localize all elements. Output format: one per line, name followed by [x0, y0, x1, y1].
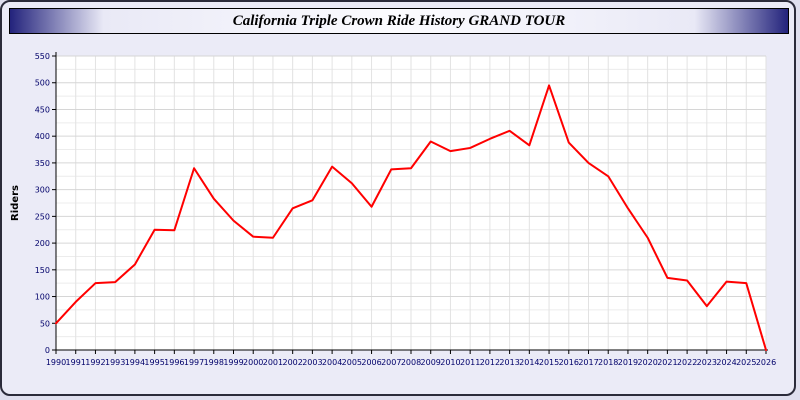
svg-text:1990: 1990 — [46, 358, 66, 367]
svg-text:400: 400 — [35, 132, 50, 141]
chart-area: 0 50 100 150 200 250 300 350 400 450 500 550 1990 199… — [4, 38, 794, 394]
svg-text:300: 300 — [35, 186, 50, 195]
svg-text:1997: 1997 — [184, 358, 204, 367]
svg-text:1994: 1994 — [125, 358, 145, 367]
svg-text:1996: 1996 — [164, 358, 184, 367]
page-title: California Triple Crown Ride History GRA… — [232, 12, 566, 29]
svg-text:2025: 2025 — [736, 358, 756, 367]
svg-text:2005: 2005 — [342, 358, 362, 367]
svg-text:350: 350 — [35, 159, 50, 168]
svg-text:1993: 1993 — [105, 358, 125, 367]
svg-text:250: 250 — [35, 212, 50, 221]
svg-text:1992: 1992 — [85, 358, 105, 367]
svg-text:2026: 2026 — [756, 358, 776, 367]
svg-text:2006: 2006 — [361, 358, 381, 367]
svg-text:2007: 2007 — [381, 358, 401, 367]
svg-text:2000: 2000 — [243, 358, 263, 367]
svg-text:0: 0 — [45, 346, 50, 355]
svg-text:2012: 2012 — [480, 358, 500, 367]
svg-text:2008: 2008 — [401, 358, 421, 367]
svg-text:50: 50 — [40, 319, 50, 328]
svg-text:550: 550 — [35, 52, 50, 61]
svg-text:2010: 2010 — [440, 358, 460, 367]
svg-text:Riders: Riders — [10, 185, 21, 221]
svg-text:2016: 2016 — [559, 358, 579, 367]
svg-text:150: 150 — [35, 266, 50, 275]
svg-text:200: 200 — [35, 239, 50, 248]
svg-text:1995: 1995 — [144, 358, 164, 367]
title-bar: California Triple Crown Ride History GRA… — [9, 8, 789, 34]
svg-text:2017: 2017 — [578, 358, 598, 367]
svg-text:2024: 2024 — [716, 358, 736, 367]
svg-text:2004: 2004 — [322, 358, 342, 367]
svg-text:2022: 2022 — [677, 358, 697, 367]
svg-text:1999: 1999 — [223, 358, 243, 367]
svg-text:2021: 2021 — [657, 358, 677, 367]
svg-text:2023: 2023 — [697, 358, 717, 367]
svg-text:2018: 2018 — [598, 358, 618, 367]
svg-text:1998: 1998 — [204, 358, 224, 367]
svg-text:1991: 1991 — [66, 358, 86, 367]
svg-text:2015: 2015 — [539, 358, 559, 367]
svg-text:2001: 2001 — [263, 358, 283, 367]
svg-text:100: 100 — [35, 293, 50, 302]
svg-text:500: 500 — [35, 79, 50, 88]
svg-text:2013: 2013 — [499, 358, 519, 367]
svg-text:2011: 2011 — [460, 358, 480, 367]
svg-text:450: 450 — [35, 105, 50, 114]
svg-text:2020: 2020 — [637, 358, 657, 367]
svg-text:2009: 2009 — [421, 358, 441, 367]
svg-text:2002: 2002 — [282, 358, 302, 367]
svg-text:2019: 2019 — [618, 358, 638, 367]
svg-text:2014: 2014 — [519, 358, 539, 367]
svg-text:2003: 2003 — [302, 358, 322, 367]
